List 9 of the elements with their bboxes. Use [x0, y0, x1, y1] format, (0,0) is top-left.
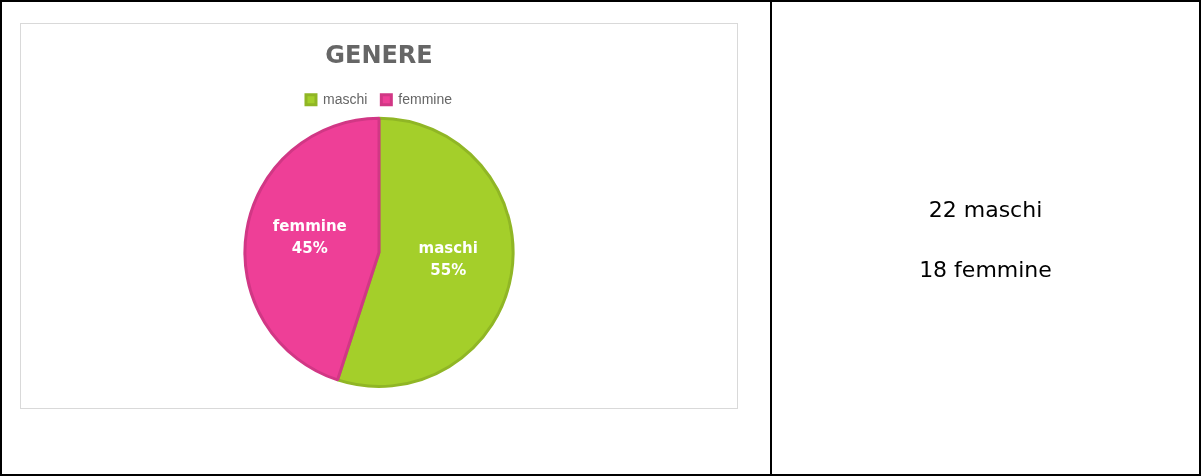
data-label: 45% — [291, 239, 328, 258]
chart-title: GENERE — [325, 40, 433, 69]
legend-label: femmine — [398, 90, 453, 107]
text: 22 maschi — [927, 197, 1044, 222]
data-label: 55% — [430, 261, 467, 280]
slice-label: femmine — [272, 217, 347, 236]
slice-label: maschi — [418, 239, 478, 258]
text: 18 femmine — [918, 257, 1053, 282]
legend-label: maschi — [322, 90, 368, 107]
